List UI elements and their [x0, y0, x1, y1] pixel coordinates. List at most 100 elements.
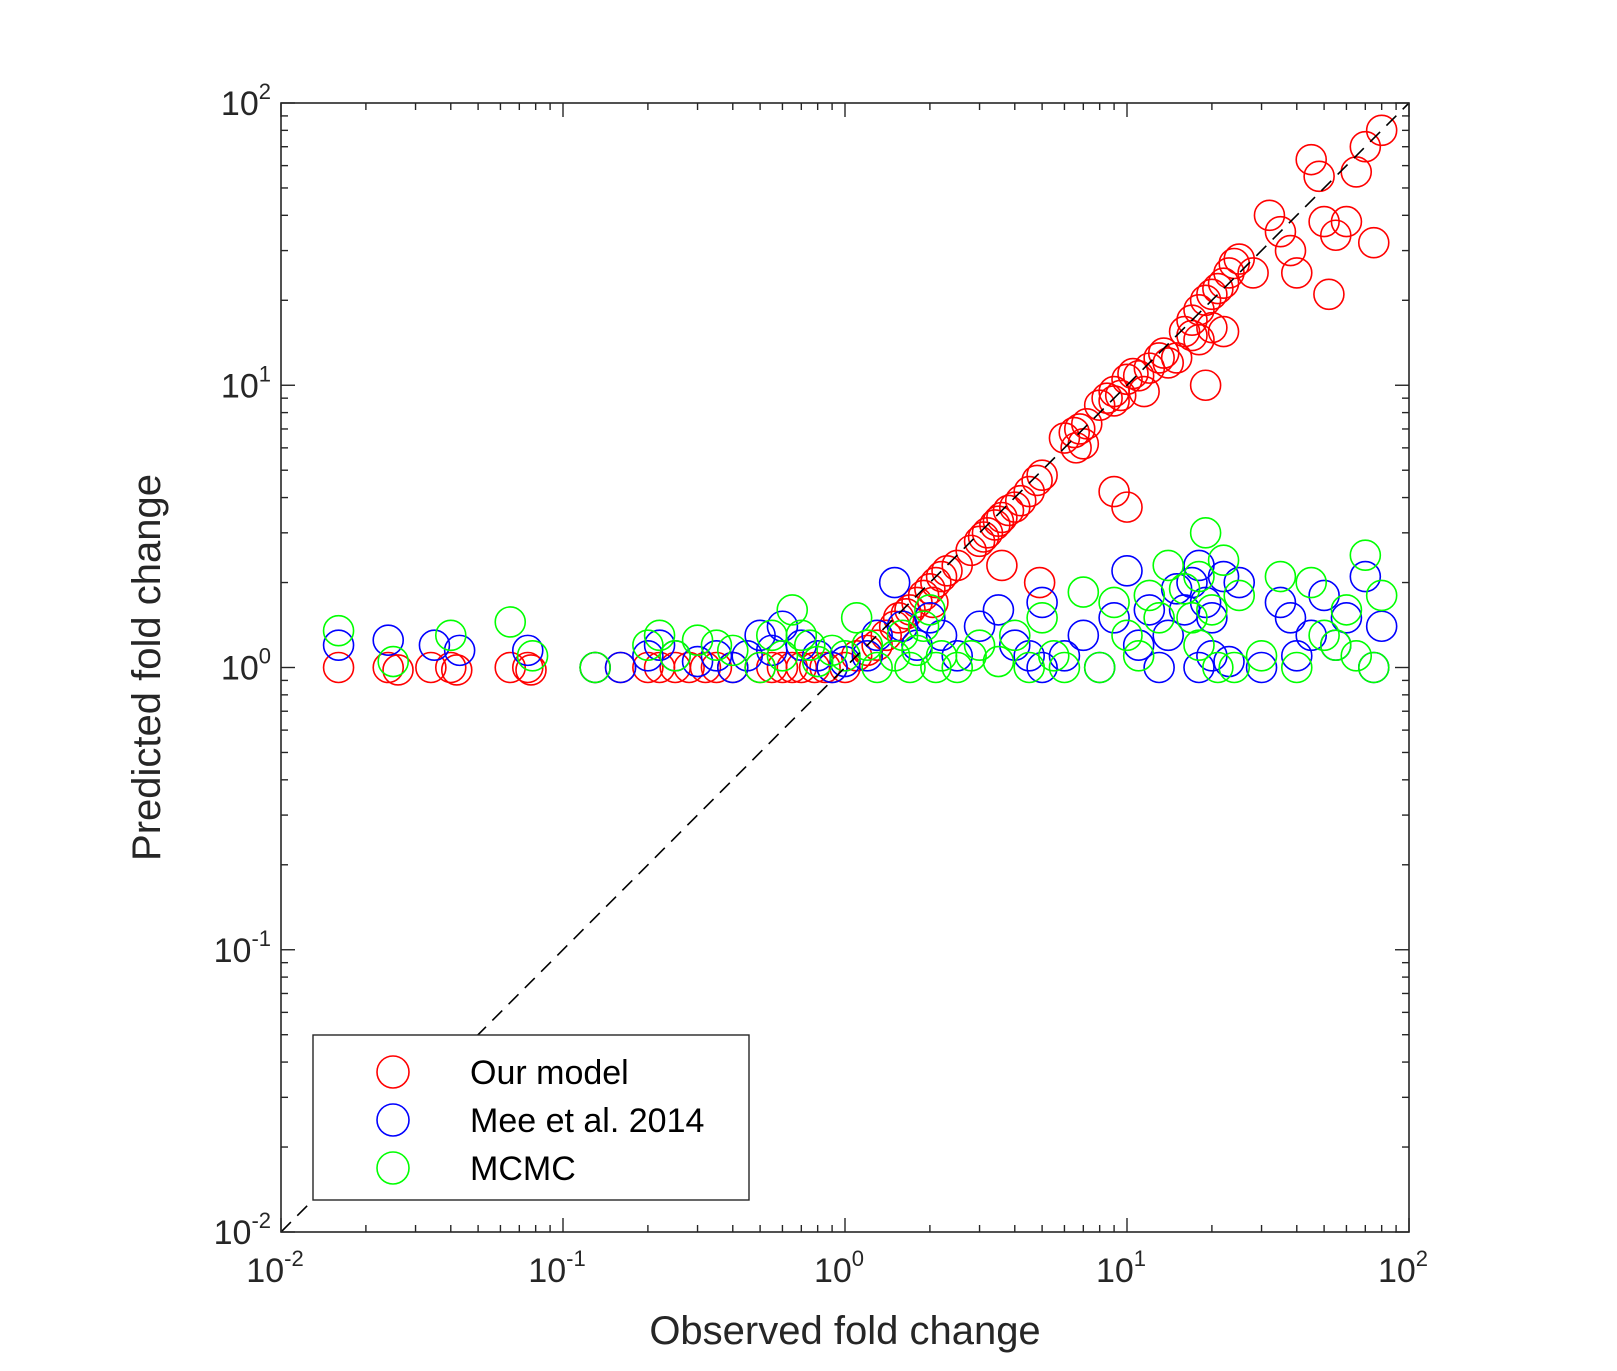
data-point: [1264, 215, 1297, 248]
data-point: [1176, 601, 1208, 634]
x-tick-label: 10-1: [528, 1246, 585, 1290]
data-point: [731, 640, 764, 672]
data-point: [1067, 576, 1100, 608]
data-point: [785, 629, 818, 661]
data-point: [1202, 272, 1234, 305]
data-point: [681, 624, 714, 656]
data-point: [700, 629, 733, 661]
y-tick-label: 10-2: [214, 1208, 271, 1252]
data-point: [1048, 651, 1081, 684]
data-point: [382, 654, 414, 686]
data-point: [907, 610, 940, 643]
data-point: [1189, 369, 1222, 402]
data-point: [1340, 640, 1373, 672]
data-point: [1207, 267, 1240, 299]
data-point: [1048, 422, 1081, 454]
data-point: [1063, 413, 1096, 445]
legend: Our model Mee et al. 2014 MCMC: [312, 1034, 750, 1201]
data-point: [1060, 432, 1092, 464]
data-point: [998, 619, 1031, 652]
data-point: [986, 549, 1018, 582]
data-point: [1365, 114, 1398, 147]
data-point: [1196, 278, 1228, 311]
data-point: [1207, 544, 1240, 576]
data-point: [322, 651, 355, 684]
data-point: [1274, 601, 1307, 634]
data-point: [1098, 601, 1130, 634]
data-point: [434, 619, 467, 652]
data-point: [1128, 375, 1160, 408]
data-point: [1152, 347, 1185, 379]
data-point: [443, 634, 476, 667]
data-point: [1160, 342, 1193, 374]
legend-label: MCMC: [470, 1150, 576, 1188]
data-point: [931, 555, 963, 587]
data-point: [914, 594, 946, 626]
data-point: [1183, 651, 1215, 684]
y-tick-label: 100: [221, 644, 271, 688]
data-point: [1308, 205, 1340, 238]
data-point: [1058, 416, 1091, 449]
data-point: [632, 651, 664, 684]
data-point: [1189, 284, 1222, 317]
data-point: [861, 651, 893, 684]
data-point: [1013, 475, 1046, 508]
data-point: [632, 629, 664, 661]
data-point: [1143, 601, 1175, 634]
data-point: [1207, 560, 1240, 593]
data-point: [1308, 619, 1340, 652]
data-point: [643, 629, 676, 661]
data-point: [1264, 560, 1297, 593]
data-point: [1207, 315, 1240, 348]
data-point: [914, 601, 946, 634]
data-point: [1357, 651, 1390, 684]
data-point: [1202, 651, 1234, 684]
data-point: [1223, 566, 1256, 599]
x-axis-label: Observed fold change: [649, 1309, 1040, 1353]
data-point: [920, 566, 952, 599]
y-axis-label: Predicted fold change: [125, 474, 169, 861]
data-point: [322, 629, 355, 661]
data-point: [1223, 579, 1256, 612]
series-2-group: [322, 517, 1398, 684]
data-point: [1023, 566, 1056, 599]
data-point: [1349, 539, 1382, 571]
data-point: [1295, 566, 1328, 599]
data-point: [894, 651, 926, 684]
data-point: [785, 619, 818, 652]
data-point: [1183, 323, 1215, 356]
data-point: [1152, 619, 1185, 652]
data-point: [515, 654, 547, 686]
data-point: [766, 651, 799, 684]
data-point: [1122, 360, 1155, 392]
data-point: [851, 640, 884, 672]
data-point: [917, 586, 949, 619]
data-point: [1104, 379, 1137, 412]
axis-labels-layer: 10-2 10-1 100 101 102 10-2 10-1 100 101 102 Observ…: [125, 79, 1428, 1353]
data-point: [1295, 143, 1328, 176]
data-point: [982, 645, 1015, 678]
y-tick-label: 10-1: [214, 926, 271, 970]
legend-label: Our model: [470, 1054, 629, 1092]
data-point: [1280, 651, 1313, 684]
data-point: [1245, 651, 1278, 684]
data-point: [1303, 160, 1335, 193]
data-point: [494, 651, 527, 684]
data-point: [1349, 130, 1382, 163]
data-point: [1196, 601, 1228, 634]
data-point: [1098, 586, 1130, 619]
data-point: [776, 594, 809, 626]
data-point: [1133, 579, 1166, 612]
x-tick-label: 102: [1378, 1246, 1428, 1290]
data-point: [372, 651, 405, 684]
data-point: [1196, 594, 1228, 626]
data-point: [851, 629, 884, 661]
data-point: [1319, 629, 1352, 661]
data-point: [1189, 517, 1222, 549]
data-point: [955, 640, 987, 672]
data-point: [829, 645, 861, 678]
data-point: [840, 601, 873, 634]
data-point: [1313, 278, 1345, 311]
data-point: [1143, 342, 1175, 374]
